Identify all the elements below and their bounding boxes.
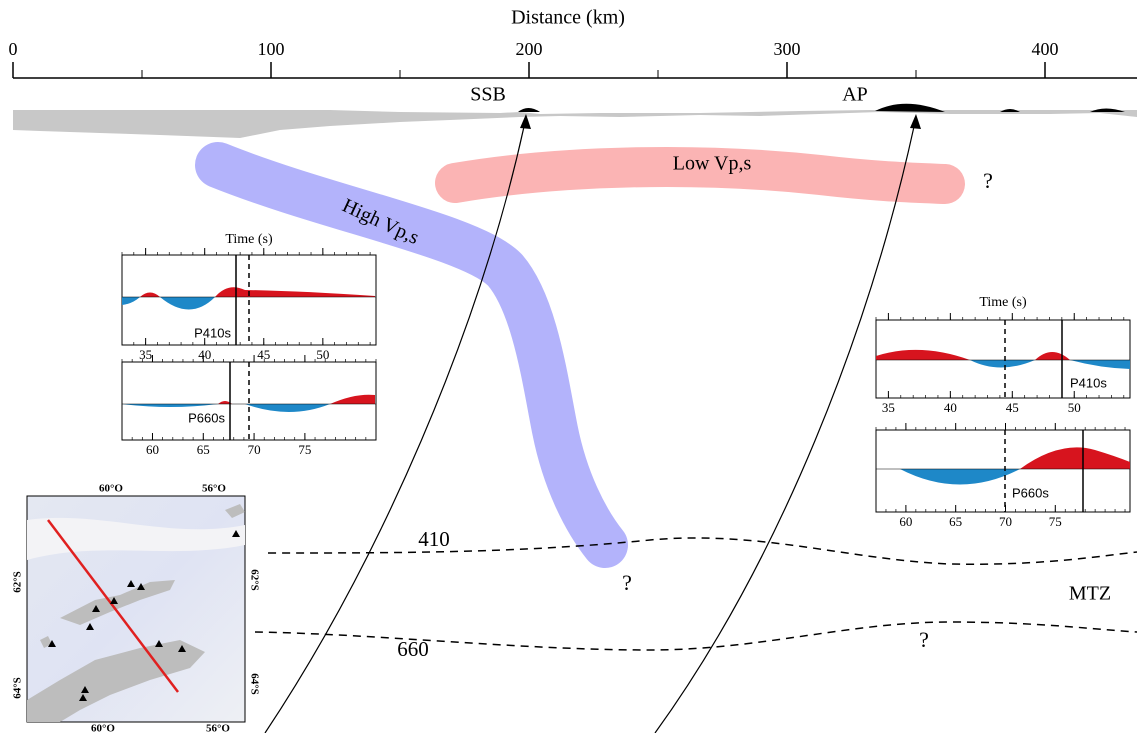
phase-label: P410s — [194, 325, 231, 340]
topography — [13, 110, 1137, 138]
lon-label: 60°O — [99, 483, 123, 495]
label-660: 660 — [397, 637, 429, 661]
d410-line — [268, 538, 1137, 564]
tick-label: 65 — [949, 514, 962, 529]
tick-label: 40 — [198, 347, 211, 362]
high-velocity-anomaly — [218, 165, 605, 545]
distance-ticks: 0 100 200 300 400 — [9, 39, 1059, 78]
d660-line — [255, 622, 1137, 650]
lon-label: 56°O — [206, 723, 230, 733]
question-mark: ? — [622, 570, 632, 595]
question-mark: ? — [983, 168, 993, 193]
question-mark: ? — [919, 627, 929, 652]
tick-label: 40 — [944, 400, 957, 415]
tick-label: 50 — [1068, 400, 1081, 415]
lon-label: 60°O — [91, 723, 115, 733]
arrow-head — [910, 114, 921, 129]
phase-label: P660s — [1012, 485, 1049, 500]
label-ssb: SSB — [470, 84, 506, 106]
label-mtz: MTZ — [1069, 583, 1111, 605]
tick-label: 50 — [316, 347, 329, 362]
tick-label: 75 — [298, 442, 311, 457]
lat-label: 62°S — [248, 569, 260, 591]
waveform-inset: Time (s) P410s P660s — [876, 295, 1130, 512]
phase-label: P660s — [188, 410, 225, 425]
tick-label: 65 — [197, 442, 210, 457]
lat-label: 62°S — [12, 571, 24, 593]
tick-label: 200 — [516, 39, 543, 59]
tick-label: 35 — [139, 347, 152, 362]
figure: Distance (km) 0100200300400 SSB AP High … — [0, 0, 1137, 733]
tick-label: 45 — [1006, 400, 1019, 415]
axis-title: Distance (km) — [511, 7, 625, 29]
label-ap: AP — [842, 84, 868, 106]
location-map: 60°O 56°O 60°O 56°O 62°S 64°S 62°S 64°S — [12, 483, 261, 733]
tick-label: 70 — [999, 514, 1012, 529]
lon-label: 56°O — [202, 483, 226, 495]
inset-title: Time (s) — [225, 232, 273, 247]
label-410: 410 — [418, 527, 450, 551]
phase-label: P410s — [1070, 375, 1107, 390]
tick-label: 400 — [1032, 39, 1059, 59]
tick-label: 100 — [258, 39, 285, 59]
inset-title: Time (s) — [979, 295, 1027, 310]
tick-label: 300 — [774, 39, 801, 59]
tick-label: 75 — [1049, 514, 1062, 529]
tick-label: 60 — [146, 442, 159, 457]
waveform-inset: Time (s) P410s P660s — [122, 232, 376, 440]
tick-label: 45 — [257, 347, 270, 362]
label-low: Low Vp,s — [673, 153, 752, 175]
tick-label: 60 — [899, 514, 912, 529]
lat-label: 64°S — [248, 673, 260, 695]
tick-label: 0 — [9, 39, 18, 59]
tick-label: 70 — [248, 442, 261, 457]
tick-label: 35 — [882, 400, 895, 415]
lat-label: 64°S — [12, 677, 24, 699]
